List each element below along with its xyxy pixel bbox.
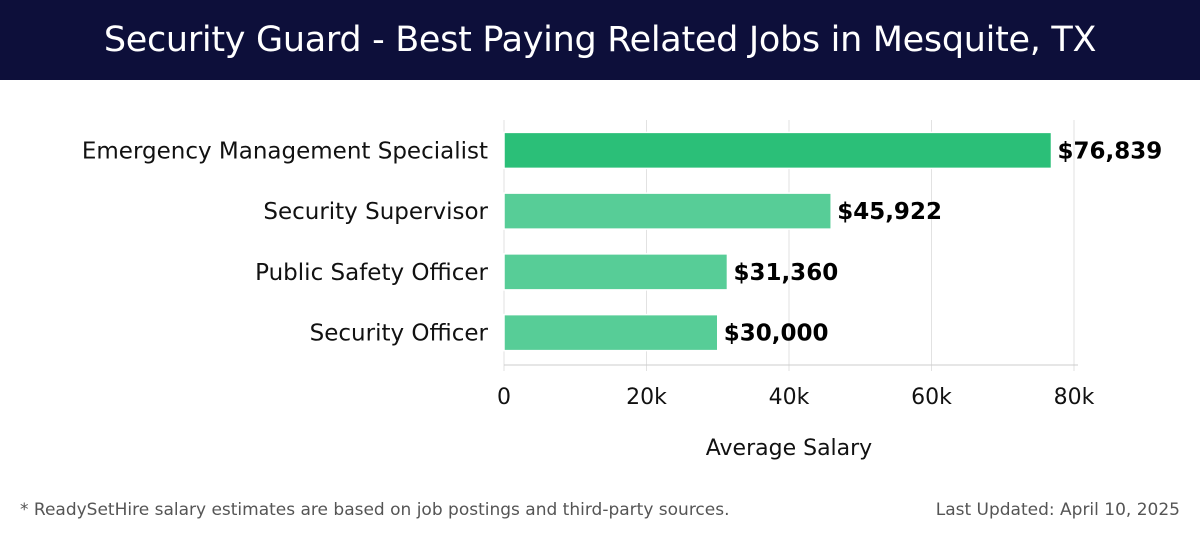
footnote: * ReadySetHire salary estimates are base…: [20, 500, 730, 520]
bar-chart: 0 20k 40k 60k 80k Average Salary Emergency Man…: [82, 120, 1162, 461]
chart-title: Security Guard - Best Paying Related Job…: [103, 20, 1097, 60]
value-label: $31,360: [733, 260, 838, 286]
bar: [503, 131, 1053, 170]
bar: [503, 192, 832, 230]
value-label: $76,839: [1057, 138, 1162, 164]
value-label: $45,922: [837, 199, 942, 225]
bar: [503, 313, 719, 352]
x-tick-label: 60k: [911, 385, 952, 410]
bar: [503, 253, 729, 291]
category-label: Public Safety Officer: [255, 260, 488, 286]
x-tick-label: 40k: [769, 385, 810, 410]
category-label: Emergency Management Specialist: [82, 138, 488, 164]
category-label: Security Supervisor: [263, 199, 488, 225]
value-label: $30,000: [724, 321, 829, 347]
x-axis-title: Average Salary: [706, 436, 872, 461]
category-label: Security Officer: [310, 321, 489, 347]
x-tick-label: 0: [497, 385, 511, 410]
chart-header: Security Guard - Best Paying Related Job…: [0, 0, 1200, 80]
x-tick-label: 20k: [626, 385, 667, 410]
last-updated: Last Updated: April 10, 2025: [935, 500, 1180, 520]
x-tick-label: 80k: [1054, 385, 1095, 410]
